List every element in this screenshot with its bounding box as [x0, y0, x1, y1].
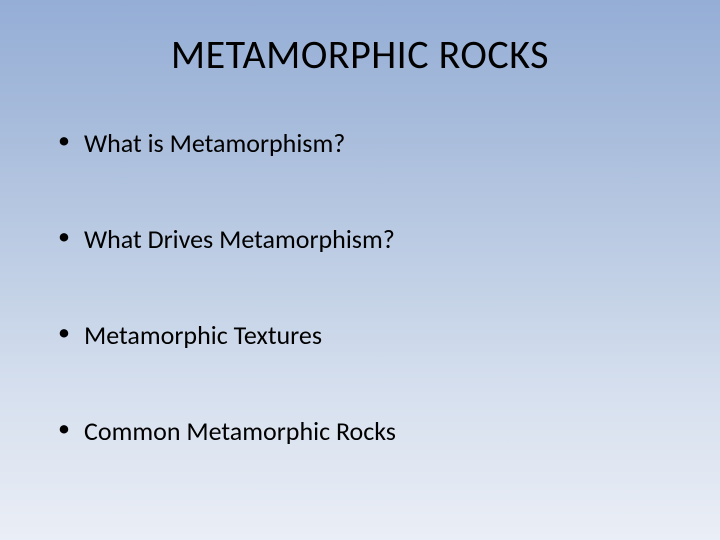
slide-title: METAMORPHIC ROCKS: [48, 30, 672, 79]
bullet-item: What Drives Metamorphism?: [58, 223, 672, 255]
bullet-item: What is Metamorphism?: [58, 127, 672, 159]
bullet-item: Metamorphic Textures: [58, 319, 672, 351]
slide: METAMORPHIC ROCKS What is Metamorphism? …: [0, 0, 720, 540]
bullet-list: What is Metamorphism? What Drives Metamo…: [48, 127, 672, 447]
bullet-item: Common Metamorphic Rocks: [58, 415, 672, 447]
